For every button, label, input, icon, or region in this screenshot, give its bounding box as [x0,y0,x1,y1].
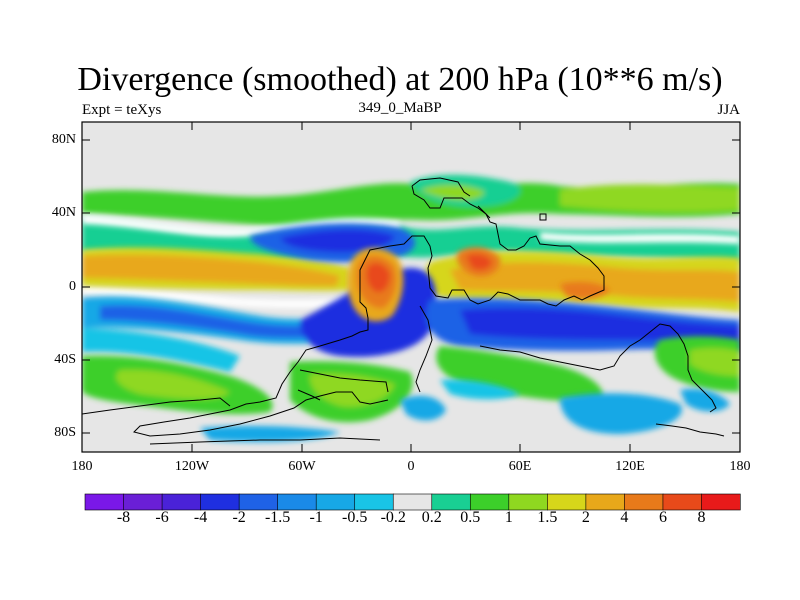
lat-label-0: 0 [69,279,76,294]
case-id-label: 349_0_MaBP [358,100,442,116]
lon-label-60w: 60W [288,459,316,474]
lat-label-40n: 40N [51,205,76,220]
colorbar-tick-label: -6 [155,509,169,526]
colorbar-swatch [392,493,433,511]
lon-label-180w: 180 [71,459,93,474]
colorbar-tick-label: -2 [232,509,246,526]
lon-ticks [81,122,741,452]
colorbar-swatch [315,493,356,511]
colorbar-swatch [200,493,240,511]
colorbar-swatch [662,493,703,511]
colorbar-swatch [84,493,125,511]
colorbar-swatch [624,493,664,511]
colorbar-swatch [547,493,587,511]
colorbar [84,493,741,511]
lon-label-60e: 60E [508,459,532,474]
colorbar-swatch [508,493,548,511]
season-label: JJA [717,102,740,118]
colorbar-swatch [123,493,163,511]
colorbar-tick-label: 4 [620,509,629,526]
colorbar-tick-label: 6 [658,509,667,526]
colorbar-swatch [238,493,279,511]
colorbar-tick-label: -1.5 [264,509,291,526]
colorbar-swatch [161,493,202,511]
colorbar-swatch [701,493,741,511]
lon-label-120w: 120W [174,459,210,474]
lon-label-180e: 180 [729,459,751,474]
colorbar-tick-label: 8 [697,509,706,526]
colorbar-tick-label: -8 [116,509,131,526]
colorbar-swatch [585,493,626,511]
colorbar-tick-label: 2 [581,509,590,526]
lat-ticks [82,139,740,434]
colorbar-tick-label: 1.5 [537,509,558,526]
colorbar-swatch [277,493,317,511]
colorbar-swatch [469,493,510,511]
colorbar-tick-label: -0.2 [380,509,406,526]
lon-label-0: 0 [407,459,415,474]
lon-label-120e: 120E [615,459,645,474]
colorbar-tick-label: 0.5 [460,509,481,526]
colorbar-tick-label: 0.2 [421,509,442,526]
coastline-outlines [82,177,725,445]
lat-label-80n: 80N [51,132,76,147]
lat-label-80s: 80S [54,425,76,440]
colorbar-tick-label: -0.5 [342,509,368,526]
colorbar-swatch [354,493,394,511]
colorbar-tick-label: 1 [504,509,513,526]
lat-label-40s: 40S [54,352,76,367]
colorbar-tick-label: -1 [309,509,323,526]
colorbar-tick-label: -4 [193,509,208,526]
divergence-field [82,122,740,452]
plot-title: Divergence (smoothed) at 200 hPa (10**6 … [77,61,723,98]
colorbar-swatch [431,493,471,511]
experiment-label: Expt = teXys [82,102,162,118]
